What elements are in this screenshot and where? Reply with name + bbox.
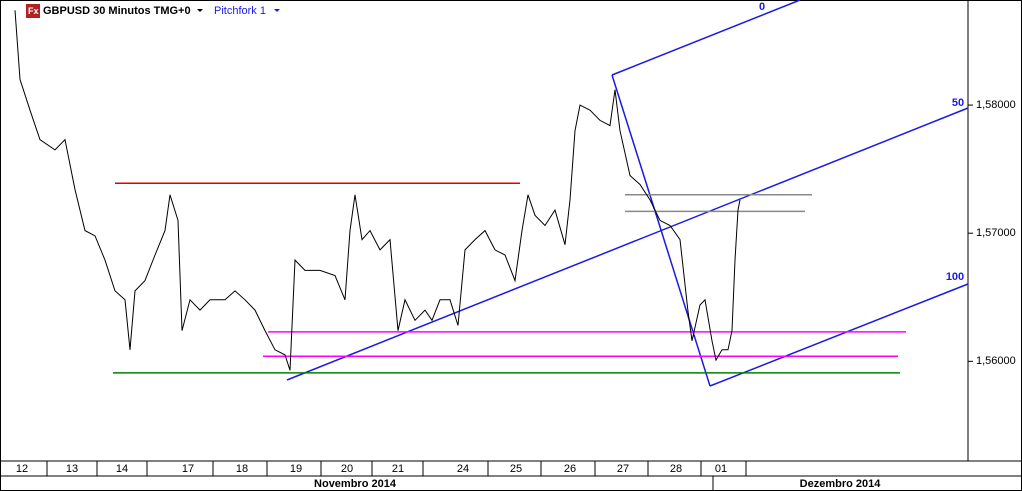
- x-tick-label: 12: [16, 463, 28, 475]
- x-tick-label: 19: [290, 463, 302, 475]
- x-tick-label: 24: [457, 463, 469, 475]
- month-label: Dezembro 2014: [800, 478, 882, 490]
- x-tick-label: 25: [510, 463, 522, 475]
- x-tick-label: 26: [564, 463, 576, 475]
- month-label: Novembro 2014: [314, 478, 397, 490]
- y-tick-label: 1,56000: [976, 355, 1016, 367]
- pitchfork-label: 100: [946, 271, 964, 283]
- pitchfork-line: [611, 0, 801, 76]
- x-tick-label: 17: [182, 463, 194, 475]
- x-tick-label: 21: [392, 463, 404, 475]
- icon-text: Fx: [28, 6, 39, 16]
- y-tick-label: 1,58000: [976, 99, 1016, 111]
- dropdown-arrow[interactable]: [197, 9, 203, 12]
- x-tick-label: 27: [617, 463, 629, 475]
- x-tick-label: 28: [670, 463, 682, 475]
- chart-title[interactable]: GBPUSD 30 Minutos TMG+0: [43, 5, 191, 17]
- x-tick-label: 14: [116, 463, 128, 475]
- chart-subtitle[interactable]: Pitchfork 1: [214, 5, 266, 17]
- pitchfork-line: [286, 107, 969, 381]
- y-tick-label: 1,57000: [976, 227, 1016, 239]
- x-tick-label: 18: [236, 463, 248, 475]
- pitchfork-label: 0: [759, 1, 765, 13]
- x-tick-label: 13: [66, 463, 78, 475]
- x-tick-label: 01: [715, 463, 727, 475]
- price-line: [14, 10, 741, 371]
- x-tick-label: 20: [341, 463, 353, 475]
- dropdown-arrow[interactable]: [274, 9, 280, 12]
- symbol-icon: [26, 4, 40, 18]
- pitchfork-line: [709, 283, 969, 387]
- pitchfork-label: 50: [952, 97, 964, 109]
